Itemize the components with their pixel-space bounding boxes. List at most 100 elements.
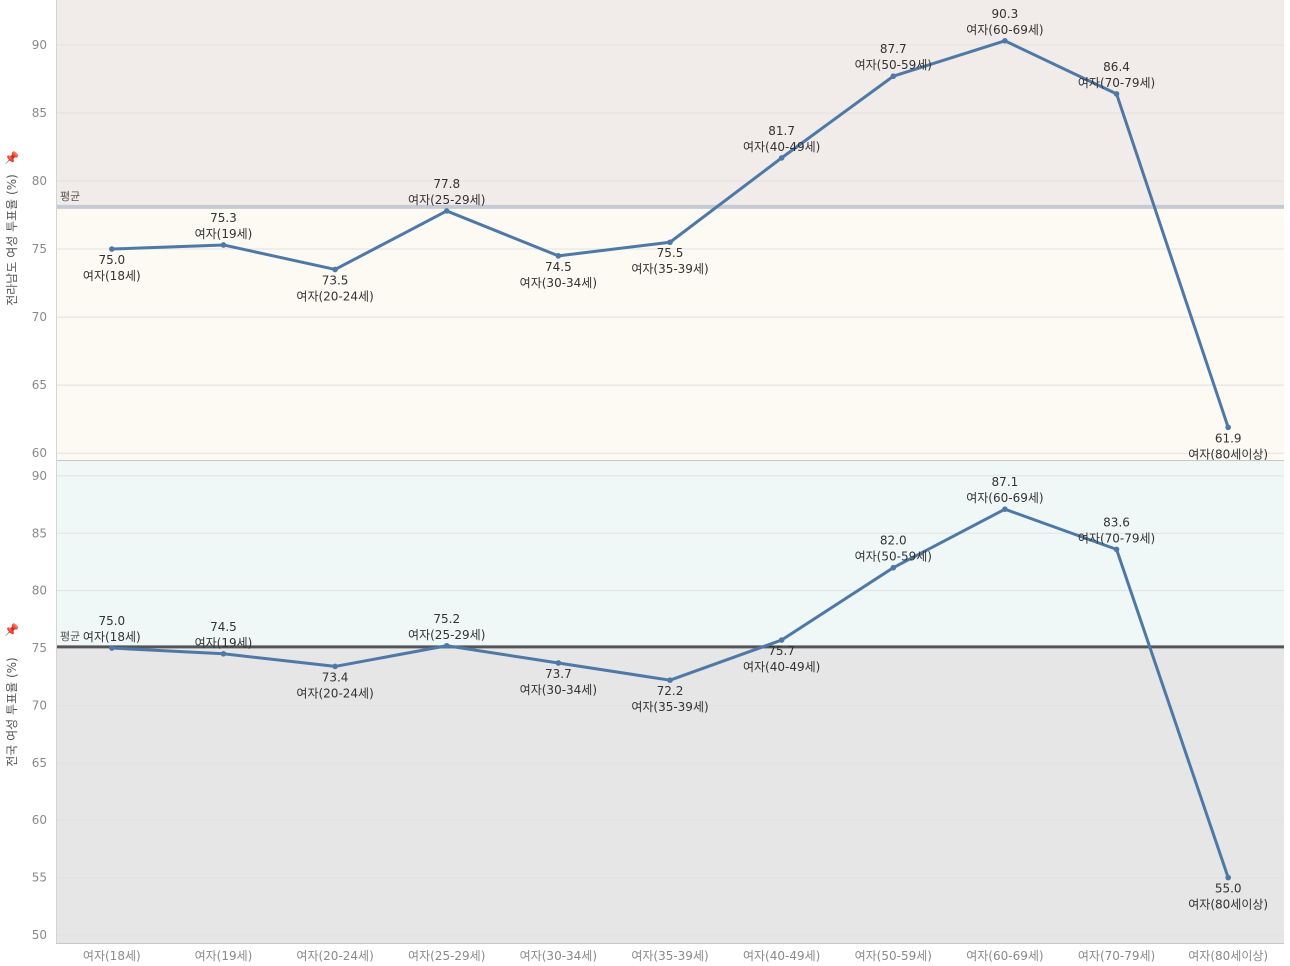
y-tick-label: 60 xyxy=(32,813,47,827)
data-label-category: 여자(25-29세) xyxy=(408,628,485,642)
x-tick-label: 여자(60-69세) xyxy=(966,949,1043,963)
pin-icon: 📌 xyxy=(4,622,19,637)
x-tick-label: 여자(18세) xyxy=(83,949,141,963)
data-label-value: 55.0 xyxy=(1215,882,1242,896)
average-label: 평균 xyxy=(60,190,80,203)
x-tick-label: 여자(19세) xyxy=(195,949,253,963)
data-point xyxy=(667,677,673,683)
data-point xyxy=(443,642,450,649)
data-label-category: 여자(18세) xyxy=(83,630,141,644)
x-tick-label: 여자(35-39세) xyxy=(631,949,708,963)
data-point xyxy=(1002,38,1008,44)
y-tick-label: 75 xyxy=(32,242,47,256)
y-tick-label: 55 xyxy=(32,871,47,885)
data-point xyxy=(443,208,450,214)
data-label-category: 여자(70-79세) xyxy=(1078,76,1155,90)
data-point xyxy=(1002,506,1008,512)
x-tick-label: 여자(80세이상) xyxy=(1188,949,1268,963)
data-label-value: 87.7 xyxy=(880,42,907,56)
data-point xyxy=(667,239,673,246)
data-point xyxy=(220,651,227,657)
data-label-value: 73.5 xyxy=(322,273,349,287)
y-axis-title: 전국 여성 투표율 (%) xyxy=(5,657,19,767)
data-label-category: 여자(19세) xyxy=(195,636,253,650)
data-label-category: 여자(19세) xyxy=(195,227,253,241)
data-point xyxy=(332,663,338,670)
data-label-category: 여자(70-79세) xyxy=(1078,531,1155,545)
data-label-category: 여자(20-24세) xyxy=(296,686,373,700)
data-point xyxy=(1113,546,1120,553)
x-tick-label: 여자(70-79세) xyxy=(1078,949,1155,963)
data-label-category: 여자(30-34세) xyxy=(520,683,597,697)
data-label-value: 73.4 xyxy=(322,670,349,684)
pin-icon: 📌 xyxy=(4,150,19,165)
data-point xyxy=(109,645,115,651)
data-label-category: 여자(20-24세) xyxy=(296,289,373,303)
data-label-value: 86.4 xyxy=(1103,60,1130,74)
data-label-value: 73.7 xyxy=(545,667,572,681)
data-label-category: 여자(50-59세) xyxy=(855,550,932,564)
data-label-category: 여자(25-29세) xyxy=(408,193,485,207)
data-label-category: 여자(80세이상) xyxy=(1188,898,1268,912)
data-label-value: 74.5 xyxy=(545,260,572,274)
data-label-value: 90.3 xyxy=(992,7,1019,21)
data-label-category: 여자(40-49세) xyxy=(743,140,820,154)
y-tick-label: 80 xyxy=(32,174,47,188)
data-label-category: 여자(35-39세) xyxy=(631,262,708,276)
band-above xyxy=(56,461,1284,647)
data-label-value: 72.2 xyxy=(657,684,684,698)
data-point xyxy=(778,637,785,643)
data-label-value: 75.0 xyxy=(98,253,125,267)
data-label-value: 74.5 xyxy=(210,620,237,634)
y-tick-label: 65 xyxy=(32,756,47,770)
data-label-category: 여자(60-69세) xyxy=(966,491,1043,505)
data-label-value: 75.0 xyxy=(98,614,125,628)
data-label-category: 여자(18세) xyxy=(83,269,141,283)
data-point xyxy=(109,246,115,252)
y-tick-label: 60 xyxy=(32,446,47,460)
band-below xyxy=(56,646,1284,943)
data-label-value: 75.5 xyxy=(657,246,684,260)
x-tick-label: 여자(40-49세) xyxy=(743,949,820,963)
x-tick-label: 여자(50-59세) xyxy=(855,949,932,963)
data-label-value: 61.9 xyxy=(1215,431,1242,445)
data-label-value: 83.6 xyxy=(1103,515,1130,529)
data-label-value: 87.1 xyxy=(992,475,1019,489)
y-tick-label: 50 xyxy=(32,928,47,942)
data-label-category: 여자(35-39세) xyxy=(631,700,708,714)
x-tick-label: 여자(30-34세) xyxy=(520,949,597,963)
y-tick-label: 80 xyxy=(32,584,47,598)
data-label-category: 여자(50-59세) xyxy=(855,58,932,72)
data-point xyxy=(220,242,227,248)
data-label-value: 75.2 xyxy=(433,612,460,626)
data-label-category: 여자(80세이상) xyxy=(1188,447,1268,461)
data-point xyxy=(778,155,785,161)
data-point xyxy=(555,660,562,666)
average-label: 평균 xyxy=(60,630,80,643)
y-axis-title: 전라남도 여성 투표율 (%) xyxy=(5,174,19,306)
y-tick-label: 70 xyxy=(32,310,47,324)
y-tick-label: 90 xyxy=(32,38,47,52)
y-tick-label: 70 xyxy=(32,698,47,712)
data-label-value: 75.3 xyxy=(210,211,237,225)
data-point xyxy=(890,564,897,571)
data-label-category: 여자(30-34세) xyxy=(520,276,597,290)
data-label-value: 82.0 xyxy=(880,534,907,548)
y-tick-label: 85 xyxy=(32,106,47,120)
data-point xyxy=(555,253,562,259)
y-tick-label: 75 xyxy=(32,641,47,655)
data-point xyxy=(1113,91,1120,97)
data-label-value: 75.7 xyxy=(768,644,795,658)
data-point xyxy=(890,73,897,80)
y-tick-label: 90 xyxy=(32,469,47,483)
data-label-value: 81.7 xyxy=(768,124,795,138)
data-label-value: 77.8 xyxy=(433,177,460,191)
data-point xyxy=(1225,874,1231,881)
data-point xyxy=(332,266,338,273)
y-tick-label: 85 xyxy=(32,526,47,540)
data-label-category: 여자(60-69세) xyxy=(966,23,1043,37)
data-point xyxy=(1225,424,1231,431)
data-label-category: 여자(40-49세) xyxy=(743,660,820,674)
